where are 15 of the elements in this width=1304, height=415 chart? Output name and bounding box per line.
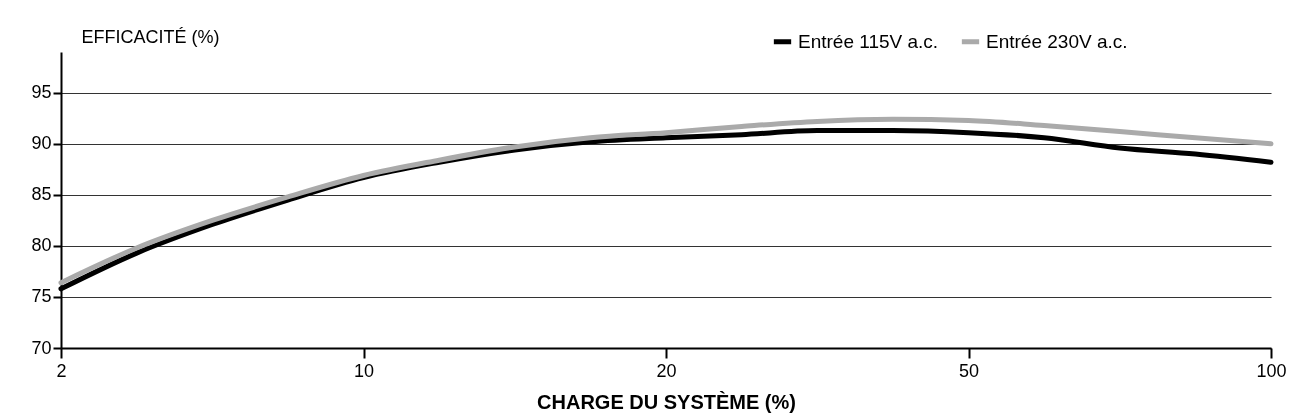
x-tick-label: 50: [958, 360, 980, 381]
x-axis-title: CHARGE DU SYSTÈME (%): [537, 390, 796, 413]
y-tick-label: 70: [31, 337, 52, 358]
x-tick-label: 100: [1256, 360, 1287, 381]
legend-label: Entrée 230V a.c.: [986, 30, 1128, 52]
y-tick-label: 95: [31, 82, 52, 103]
y-tick-label: 75: [31, 286, 52, 307]
legend-label: Entrée 115V a.c.: [798, 30, 939, 52]
x-tick-label: 20: [656, 360, 677, 381]
x-tick-label: 10: [353, 360, 375, 381]
y-tick-label: 90: [31, 133, 52, 154]
y-tick-label: 80: [31, 235, 52, 256]
y-axis-title: EFFICACITÉ (%): [81, 26, 220, 47]
x-tick-label: 2: [56, 360, 67, 381]
y-tick-label: 85: [31, 184, 52, 205]
